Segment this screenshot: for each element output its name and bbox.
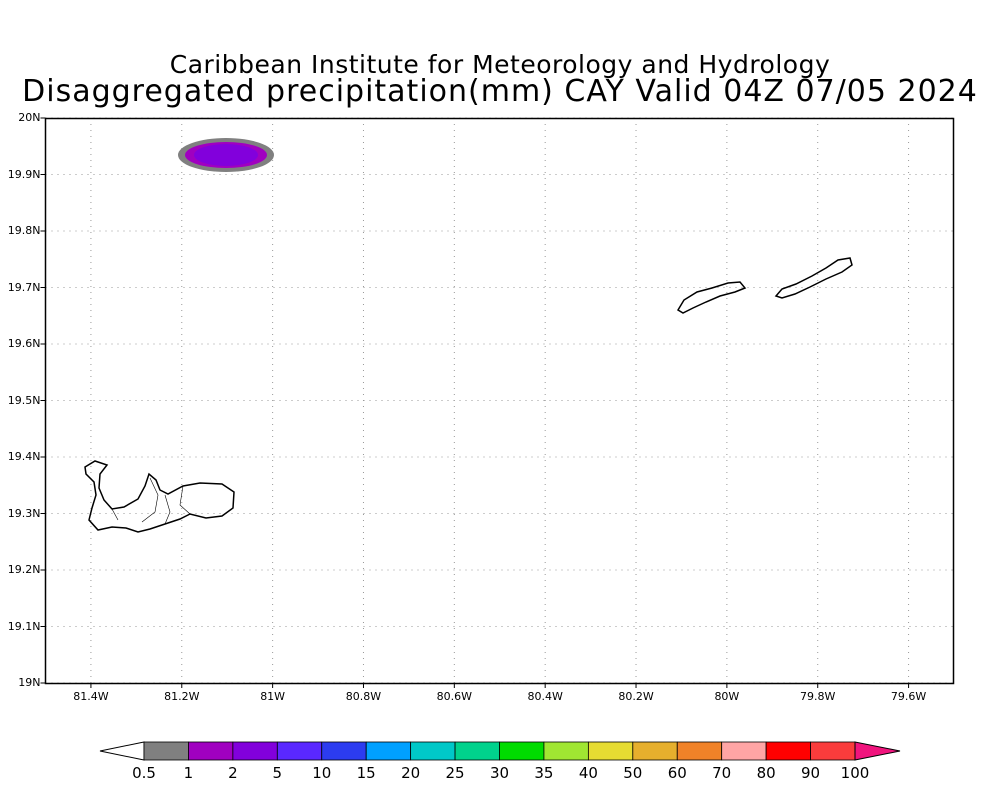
lon-tick-label: 81.4W [73, 690, 109, 703]
colorbar-swatch [321, 741, 367, 761]
colorbar-label: 5 [272, 764, 283, 782]
lon-tick-label: 80.4W [527, 690, 563, 703]
colorbar-label: 1 [183, 764, 194, 782]
colorbar-swatch [232, 741, 278, 761]
colorbar-label: 35 [534, 764, 554, 782]
lat-tick-label: 19.3N [7, 506, 41, 520]
lon-tick-label: 81.2W [164, 690, 200, 703]
plot-frame [44, 117, 955, 685]
precip-contour-2 [194, 144, 258, 166]
little-cayman-outline [676, 281, 747, 314]
title-product: Disaggregated precipitation(mm) CAY Vali… [22, 74, 978, 109]
cayman-brac-outline [774, 257, 853, 299]
lat-tick-label: 20N [18, 111, 41, 124]
colorbar-swatch [543, 741, 589, 761]
gridlines [40, 117, 954, 688]
lon-tick-label: 80.6W [436, 690, 472, 703]
colorbar-label: 100 [840, 764, 870, 782]
colorbar-swatch [721, 741, 767, 761]
colorbar-label: 25 [445, 764, 465, 782]
colorbar-swatch [810, 741, 856, 761]
lat-tick-label: 19.9N [7, 167, 41, 181]
colorbar-swatch [499, 741, 545, 761]
lon-tick-label: 80.2W [618, 690, 654, 703]
colorbar [99, 741, 901, 761]
lat-tick-label: 19.5N [7, 393, 41, 407]
colorbar-label: 70 [712, 764, 732, 782]
colorbar-label: 10 [312, 764, 332, 782]
title-institute: Caribbean Institute for Meteorology and … [169, 50, 831, 79]
precip-cell [178, 138, 274, 172]
colorbar-label: 15 [356, 764, 376, 782]
lon-tick-label: 79.8W [800, 690, 836, 703]
grand-cayman-outline [84, 460, 235, 533]
lon-tick-label: 80W [714, 690, 740, 703]
colorbar-label: 40 [578, 764, 598, 782]
colorbar-swatch [276, 741, 323, 761]
colorbar-swatch [365, 741, 412, 761]
lat-tick-label: 19.6N [7, 337, 41, 350]
colorbar-swatch [410, 741, 456, 761]
lon-tick-label: 80.8W [345, 690, 382, 703]
colorbar-label: 2 [228, 764, 238, 782]
lat-tick-label: 19.4N [7, 450, 41, 463]
lat-tick-label: 19.1N [7, 619, 41, 633]
colorbar-swatch [765, 741, 811, 761]
colorbar-label: 90 [801, 764, 821, 782]
lat-tick-label: 19.7N [7, 280, 41, 294]
colorbar-under-arrow [99, 741, 145, 761]
colorbar-swatch [587, 741, 634, 761]
grand-cayman-districts [111, 477, 191, 525]
colorbar-swatch [632, 741, 678, 761]
colorbar-swatch [676, 741, 723, 761]
colorbar-label: 80 [756, 764, 776, 782]
lon-tick-label: 81W [260, 690, 286, 703]
colorbar-swatch [188, 741, 234, 761]
colorbar-label: 20 [401, 764, 421, 782]
colorbar-label: 0.5 [132, 764, 156, 782]
lat-tick-label: 19N [18, 676, 41, 689]
colorbar-label: 60 [667, 764, 687, 782]
colorbar-swatch [143, 741, 189, 761]
lat-tick-label: 19.8N [7, 224, 41, 237]
colorbar-over-arrow [854, 741, 901, 761]
colorbar-label: 50 [623, 764, 643, 782]
colorbar-label: 30 [489, 764, 510, 782]
colorbar-swatch [454, 741, 500, 761]
lon-tick-label: 79.6W [890, 690, 927, 703]
lat-tick-label: 19.2N [7, 563, 41, 576]
